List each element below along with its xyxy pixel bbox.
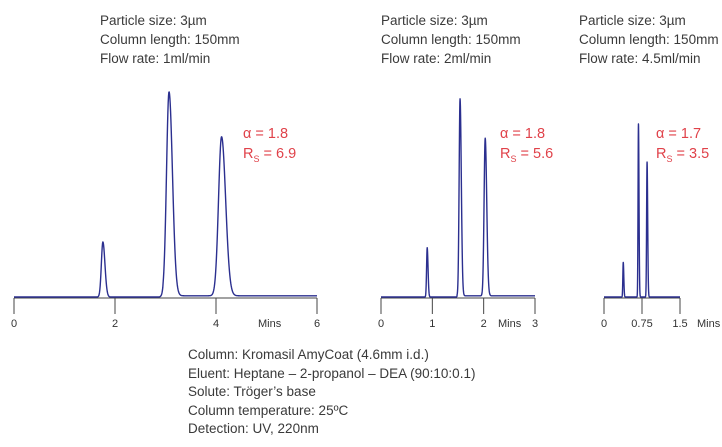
chromatogram-panel-3: Particle size: 3µm Column length: 150mm Fl… [579, 13, 721, 330]
chromatogram-trace [13, 91, 318, 298]
condition-line: Flow rate: 2ml/min [381, 51, 491, 66]
condition-line: Column length: 150mm [579, 32, 719, 47]
chromatogram-panel-1: Particle size: 3µm Column length: 150mm Fl… [11, 13, 320, 330]
chromatogram-panel-2: Particle size: 3µm Column length: 150mm Fl… [378, 13, 553, 330]
alpha-value: α = 1.8 [500, 126, 545, 142]
resolution-value: RS = 6.9 [243, 146, 296, 164]
footer-solute: Solute: Tröger’s base [188, 384, 316, 399]
resolution-value: RS = 3.5 [656, 146, 709, 164]
x-tick-label: 0 [11, 318, 17, 330]
condition-line: Flow rate: 1ml/min [100, 51, 210, 66]
condition-line: Particle size: 3µm [381, 13, 488, 28]
x-tick-label: 1 [429, 318, 435, 330]
chromatogram-trace [603, 123, 681, 298]
x-tick-label: 0.75 [631, 318, 652, 330]
x-unit-label: Mins [258, 318, 282, 330]
footer-temperature: Column temperature: 25ºC [188, 402, 349, 418]
footer-detection: Detection: UV, 220nm [188, 421, 319, 436]
x-tick-label: 4 [213, 318, 219, 330]
x-tick-label: 1.5 [672, 318, 687, 330]
footer-eluent: Eluent: Heptane – 2-propanol – DEA (90:1… [188, 365, 476, 381]
x-tick-label: 2 [481, 318, 487, 330]
x-tick-label: 0 [601, 318, 607, 330]
condition-line: Column length: 150mm [381, 32, 521, 47]
x-unit-label: Mins [697, 318, 721, 330]
x-tick-label: 0 [378, 318, 384, 330]
condition-line: Particle size: 3µm [100, 13, 207, 28]
x-tick-label: 3 [532, 318, 538, 330]
x-tick-label: 2 [112, 318, 118, 330]
x-tick-label: 6 [314, 318, 320, 330]
x-unit-label: Mins [498, 318, 522, 330]
experiment-conditions: Column: Kromasil AmyCoat (4.6mm i.d.) El… [188, 346, 475, 439]
resolution-value: RS = 5.6 [500, 146, 553, 164]
chromatogram-trace [380, 98, 536, 298]
footer-column: Column: Kromasil AmyCoat (4.6mm i.d.) [188, 347, 429, 362]
condition-line: Column length: 150mm [100, 32, 240, 47]
condition-line: Particle size: 3µm [579, 13, 686, 28]
condition-line: Flow rate: 4.5ml/min [579, 51, 701, 66]
alpha-value: α = 1.8 [243, 126, 288, 142]
alpha-value: α = 1.7 [656, 126, 701, 142]
